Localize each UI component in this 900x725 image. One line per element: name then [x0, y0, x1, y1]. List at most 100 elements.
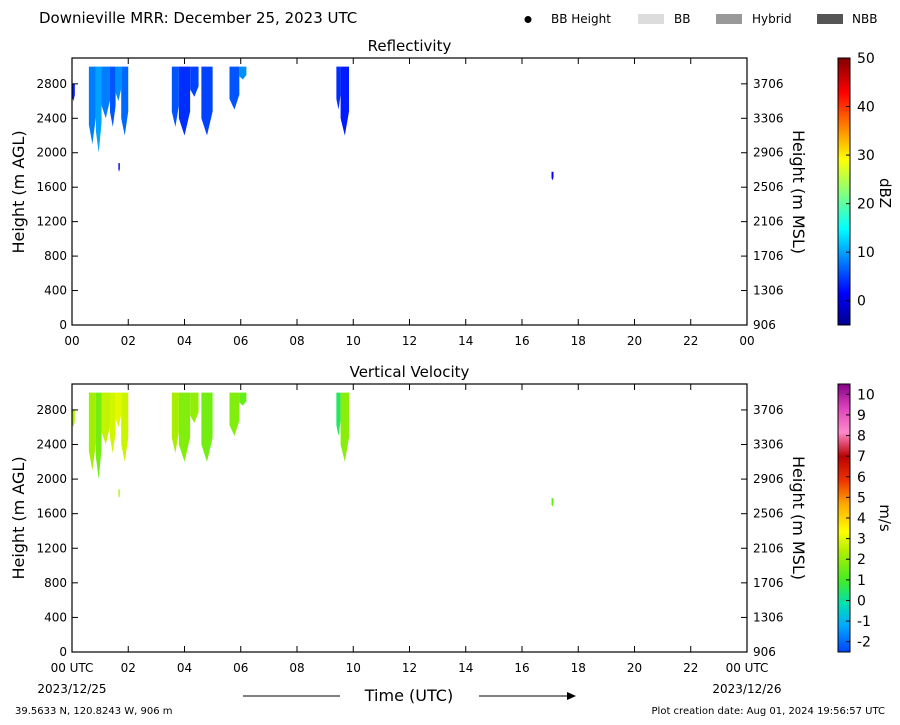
y-tick-label: 2000 — [36, 472, 67, 486]
colorbar-tick-label: 6 — [857, 470, 866, 486]
y-tick-label-right: 2906 — [753, 472, 784, 486]
y-tick-label-right: 3706 — [753, 77, 784, 91]
legend-label: BB — [674, 12, 690, 26]
y-axis-label: Height (m AGL) — [9, 456, 28, 579]
y-tick-label: 2800 — [36, 403, 67, 417]
data-region — [178, 392, 191, 462]
colorbar-tick-label: 0 — [857, 294, 866, 310]
data-region — [118, 163, 120, 172]
colorbar-tick-label: 30 — [857, 148, 875, 164]
y-tick-label-right: 906 — [753, 645, 776, 659]
y-axis-label: Height (m AGL) — [9, 130, 28, 253]
y-tick-label-right: 2106 — [753, 541, 784, 555]
y-tick-label-right: 3306 — [753, 111, 784, 125]
date-start-label: 2023/12/25 — [37, 682, 106, 696]
data-region — [109, 66, 116, 127]
y-tick-label: 2400 — [36, 438, 67, 452]
colorbar-label: dBZ — [876, 178, 894, 208]
site-coordinates: 39.5633 N, 120.8243 W, 906 m — [15, 706, 173, 717]
y-axis-label-right: Height (m MSL) — [789, 456, 808, 580]
date-end-label: 2023/12/26 — [712, 682, 781, 696]
colorbar-tick-label: -1 — [857, 614, 871, 630]
data-region — [190, 66, 199, 97]
page-title: Downieville MRR: December 25, 2023 UTC — [39, 9, 357, 27]
colorbar-tick-label: 5 — [857, 490, 866, 506]
colorbar-tick-label: 40 — [857, 100, 875, 116]
x-tick-label: 20 — [627, 334, 642, 348]
y-tick-label-right: 2506 — [753, 507, 784, 521]
colorbar-tick-label: 2 — [857, 552, 866, 568]
y-tick-label-right: 3706 — [753, 403, 784, 417]
y-tick-label: 2400 — [36, 111, 67, 125]
y-tick-label: 800 — [44, 249, 67, 263]
x-tick-label: 16 — [514, 661, 529, 675]
colorbar-tick-label: 1 — [857, 573, 866, 589]
x-tick-label: 10 — [346, 661, 361, 675]
x-tick-label: 08 — [289, 334, 304, 348]
data-region — [121, 66, 129, 136]
x-tick-label: 10 — [346, 334, 361, 348]
chart-title: Vertical Velocity — [350, 363, 470, 381]
legend-label: Hybrid — [752, 12, 792, 26]
colorbar-tick-label: 7 — [857, 449, 866, 465]
chart-panel-vertical-velocity: Vertical Velocity04008001200160020002400… — [9, 363, 894, 675]
x-tick-label: 02 — [121, 334, 136, 348]
colorbar-tick-label: -2 — [857, 635, 871, 651]
colorbar-tick-label: 8 — [857, 429, 866, 445]
chart-title: Reflectivity — [368, 37, 452, 55]
colorbar-tick-label: 50 — [857, 51, 875, 67]
legend-swatch-hybrid — [716, 14, 742, 24]
x-tick-label: 06 — [233, 661, 248, 675]
y-tick-label: 1600 — [36, 180, 67, 194]
y-tick-label-right: 2506 — [753, 180, 784, 194]
x-tick-label: 14 — [458, 334, 473, 348]
x-tick-label: 12 — [402, 661, 417, 675]
colorbar-tick-label: 3 — [857, 532, 866, 548]
data-region — [201, 392, 213, 462]
y-tick-label: 0 — [59, 645, 67, 659]
chart-panel-reflectivity: Reflectivity0400800120016002000240028009… — [9, 37, 894, 348]
data-region — [171, 66, 179, 127]
colorbar-tick-label: 9 — [857, 408, 866, 424]
x-tick-label: 16 — [514, 334, 529, 348]
legend-label: BB Height — [551, 12, 611, 26]
data-region — [95, 392, 102, 480]
data-region — [239, 392, 247, 406]
data-region — [171, 392, 179, 454]
x-tick-label: 04 — [177, 661, 192, 675]
y-tick-label-right: 1306 — [753, 284, 784, 298]
data-region — [109, 392, 116, 454]
chart-panels: Reflectivity0400800120016002000240028009… — [9, 37, 894, 675]
y-tick-label: 400 — [44, 284, 67, 298]
data-region — [229, 392, 240, 436]
x-tick-label: 12 — [402, 334, 417, 348]
data-region — [115, 392, 122, 428]
x-tick-label: 08 — [289, 661, 304, 675]
x-tick-label: 00 — [64, 334, 79, 348]
y-tick-label-right: 1706 — [753, 576, 784, 590]
data-region — [336, 66, 341, 110]
y-axis-label-right: Height (m MSL) — [789, 130, 808, 254]
x-tick-label: 14 — [458, 661, 473, 675]
x-tick-label: 06 — [233, 334, 248, 348]
data-region — [115, 66, 122, 102]
y-tick-label-right: 906 — [753, 318, 776, 332]
data-region — [101, 392, 110, 445]
data-region — [190, 392, 199, 423]
plot-creation-date: Plot creation date: Aug 01, 2024 19:56:5… — [652, 706, 885, 717]
y-tick-label: 800 — [44, 576, 67, 590]
bb-height-marker-icon — [524, 16, 532, 23]
y-tick-label-right: 2906 — [753, 146, 784, 160]
data-region — [340, 66, 350, 136]
x-tick-label: 20 — [627, 661, 642, 675]
y-tick-label: 2800 — [36, 77, 67, 91]
colorbar-tick-label: 4 — [857, 511, 866, 527]
legend-swatch-bb — [638, 14, 664, 24]
y-tick-label: 1600 — [36, 507, 67, 521]
x-tick-label: 02 — [121, 661, 136, 675]
y-tick-label: 2000 — [36, 146, 67, 160]
data-region — [88, 66, 96, 145]
x-tick-label: 22 — [683, 661, 698, 675]
colorbar — [837, 57, 851, 326]
